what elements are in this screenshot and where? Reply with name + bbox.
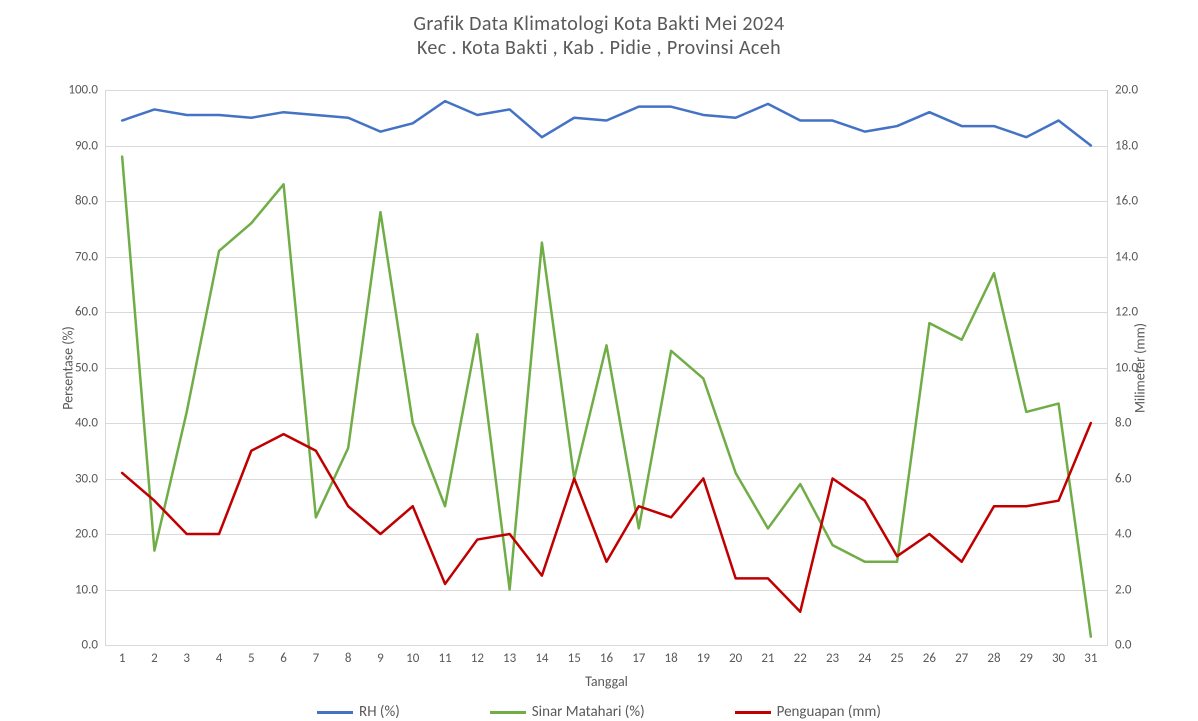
y-left-tick: 70.0 <box>48 250 106 263</box>
x-tick: 26 <box>923 645 936 666</box>
x-tick: 5 <box>248 645 255 666</box>
y-left-tick: 60.0 <box>48 306 106 319</box>
legend-item: Penguapan (mm) <box>735 703 881 721</box>
x-axis-label: Tanggal <box>106 673 1107 690</box>
x-tick: 21 <box>761 645 774 666</box>
series-line <box>122 101 1091 145</box>
x-tick: 25 <box>891 645 904 666</box>
y-right-tick: 14.0 <box>1107 250 1165 263</box>
y-right-tick: 0.0 <box>1107 639 1165 652</box>
legend-label: Penguapan (mm) <box>777 703 881 721</box>
legend-item: Sinar Matahari (%) <box>490 703 645 721</box>
legend-clip: RH (%) Sinar Matahari (%) Penguapan (mm) <box>0 703 1198 721</box>
y-right-tick: 8.0 <box>1107 417 1165 430</box>
x-tick: 15 <box>568 645 581 666</box>
x-tick: 28 <box>987 645 1000 666</box>
y-right-tick: 18.0 <box>1107 139 1165 152</box>
legend-swatch <box>735 711 771 714</box>
y-left-tick: 80.0 <box>48 195 106 208</box>
chart-title-block: Grafik Data Klimatologi Kota Bakti Mei 2… <box>0 12 1198 60</box>
chart-title-line1: Grafik Data Klimatologi Kota Bakti Mei 2… <box>0 12 1198 36</box>
plot-area: Persentase (%) Milimeter (mm) Tanggal 0.… <box>105 90 1108 646</box>
series-svg <box>106 90 1107 645</box>
series-line <box>122 157 1091 637</box>
x-tick: 18 <box>664 645 677 666</box>
legend-item: RH (%) <box>317 703 400 721</box>
y-left-tick: 50.0 <box>48 361 106 374</box>
series-layer <box>106 90 1107 645</box>
x-tick: 12 <box>471 645 484 666</box>
x-tick: 8 <box>345 645 352 666</box>
x-tick: 24 <box>858 645 871 666</box>
chart-container: Grafik Data Klimatologi Kota Bakti Mei 2… <box>0 0 1198 721</box>
legend-swatch <box>490 711 526 714</box>
x-tick: 19 <box>697 645 710 666</box>
x-tick: 23 <box>826 645 839 666</box>
y-left-tick: 90.0 <box>48 139 106 152</box>
y-right-tick: 6.0 <box>1107 472 1165 485</box>
y-left-tick: 0.0 <box>48 639 106 652</box>
x-tick: 17 <box>632 645 645 666</box>
legend-label: RH (%) <box>359 703 400 721</box>
x-tick: 3 <box>183 645 190 666</box>
x-tick: 7 <box>313 645 320 666</box>
x-tick: 27 <box>955 645 968 666</box>
x-tick: 29 <box>1020 645 1033 666</box>
y-right-tick: 16.0 <box>1107 195 1165 208</box>
y-left-tick: 10.0 <box>48 583 106 596</box>
x-tick: 9 <box>377 645 384 666</box>
x-tick: 31 <box>1084 645 1097 666</box>
y-left-tick: 30.0 <box>48 472 106 485</box>
x-tick: 6 <box>280 645 287 666</box>
y-right-tick: 10.0 <box>1107 361 1165 374</box>
legend-label: Sinar Matahari (%) <box>532 703 645 721</box>
x-tick: 14 <box>535 645 548 666</box>
x-tick: 10 <box>406 645 419 666</box>
x-tick: 22 <box>794 645 807 666</box>
y-left-tick: 20.0 <box>48 528 106 541</box>
y-left-tick: 40.0 <box>48 417 106 430</box>
legend-swatch <box>317 711 353 714</box>
x-tick: 16 <box>600 645 613 666</box>
y-left-tick: 100.0 <box>48 84 106 97</box>
y-right-tick: 20.0 <box>1107 84 1165 97</box>
legend: RH (%) Sinar Matahari (%) Penguapan (mm) <box>0 703 1198 721</box>
y-right-tick: 12.0 <box>1107 306 1165 319</box>
x-tick: 20 <box>729 645 742 666</box>
x-tick: 2 <box>151 645 158 666</box>
x-tick: 13 <box>503 645 516 666</box>
x-tick: 11 <box>438 645 451 666</box>
x-tick: 1 <box>119 645 126 666</box>
series-line <box>122 423 1091 612</box>
x-tick: 4 <box>216 645 223 666</box>
y-right-tick: 4.0 <box>1107 528 1165 541</box>
y-right-tick: 2.0 <box>1107 583 1165 596</box>
chart-title-line2: Kec . Kota Bakti , Kab . Pidie , Provins… <box>0 36 1198 60</box>
x-tick: 30 <box>1052 645 1065 666</box>
